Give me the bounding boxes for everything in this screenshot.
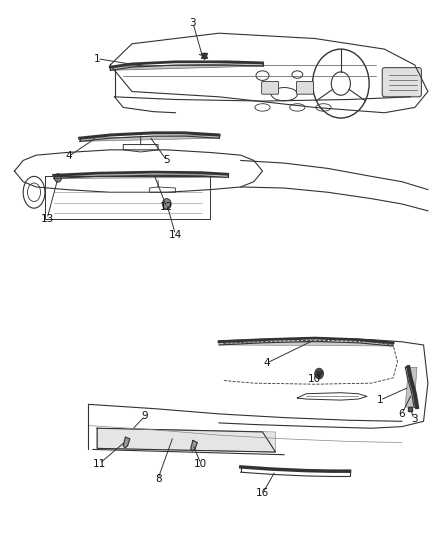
- Polygon shape: [219, 342, 393, 346]
- Polygon shape: [110, 63, 262, 70]
- Polygon shape: [80, 135, 219, 141]
- Text: 3: 3: [411, 414, 417, 424]
- Polygon shape: [405, 367, 417, 407]
- Text: 1: 1: [94, 54, 100, 63]
- Text: 13: 13: [40, 214, 54, 224]
- Text: 1: 1: [377, 395, 383, 405]
- Text: 10: 10: [194, 459, 207, 469]
- Text: 9: 9: [142, 411, 148, 421]
- Text: 4: 4: [66, 151, 72, 161]
- Text: 16: 16: [256, 488, 269, 498]
- Text: 14: 14: [169, 230, 182, 240]
- Circle shape: [315, 368, 323, 379]
- Text: 10: 10: [308, 374, 321, 384]
- FancyBboxPatch shape: [382, 68, 421, 97]
- Circle shape: [162, 199, 171, 209]
- Text: 11: 11: [93, 459, 106, 469]
- Text: 4: 4: [264, 358, 270, 368]
- FancyBboxPatch shape: [297, 82, 314, 94]
- Text: 8: 8: [155, 474, 161, 483]
- Polygon shape: [97, 428, 276, 452]
- Polygon shape: [191, 440, 197, 451]
- Polygon shape: [53, 174, 228, 179]
- Polygon shape: [123, 437, 130, 448]
- Text: 3: 3: [190, 18, 196, 28]
- Text: 12: 12: [160, 202, 173, 212]
- FancyBboxPatch shape: [261, 82, 279, 94]
- Circle shape: [54, 174, 61, 182]
- Text: 5: 5: [163, 156, 170, 165]
- Text: 6: 6: [399, 409, 405, 419]
